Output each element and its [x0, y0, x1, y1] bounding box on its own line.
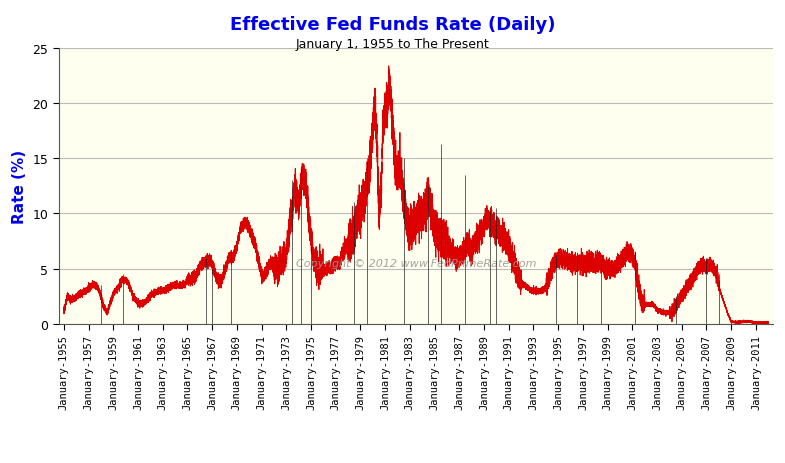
Text: Copyright © 2012 www.FedPrimeRate.com: Copyright © 2012 www.FedPrimeRate.com: [296, 258, 536, 269]
Y-axis label: Rate (%): Rate (%): [12, 150, 27, 223]
Text: January 1, 1955 to The Present: January 1, 1955 to The Present: [296, 38, 489, 51]
Text: Effective Fed Funds Rate (Daily): Effective Fed Funds Rate (Daily): [230, 16, 555, 34]
